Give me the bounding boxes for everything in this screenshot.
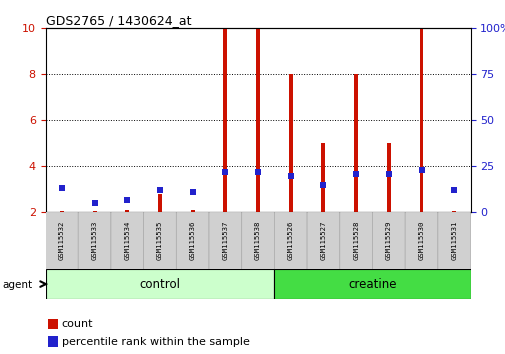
Text: GSM115537: GSM115537 [222, 221, 228, 261]
Text: GSM115531: GSM115531 [450, 221, 457, 261]
FancyBboxPatch shape [78, 212, 111, 270]
Text: count: count [62, 319, 93, 329]
Text: GSM115533: GSM115533 [91, 221, 97, 261]
FancyBboxPatch shape [241, 212, 274, 270]
Bar [92, 211, 96, 212]
Text: creatine: creatine [347, 278, 396, 291]
Text: GSM115532: GSM115532 [59, 221, 65, 261]
Bar [354, 74, 358, 212]
Bar [47, 319, 58, 329]
Text: GDS2765 / 1430624_at: GDS2765 / 1430624_at [45, 14, 191, 27]
Text: GSM115527: GSM115527 [320, 221, 326, 261]
Text: GSM115536: GSM115536 [189, 221, 195, 261]
Bar [288, 74, 292, 212]
FancyBboxPatch shape [274, 269, 470, 299]
FancyBboxPatch shape [143, 212, 176, 270]
FancyBboxPatch shape [111, 212, 143, 270]
Text: percentile rank within the sample: percentile rank within the sample [62, 337, 249, 347]
Bar [419, 28, 423, 212]
FancyBboxPatch shape [45, 212, 78, 270]
Text: GSM115528: GSM115528 [352, 221, 359, 261]
Bar [125, 210, 129, 212]
Bar [60, 211, 64, 212]
Bar [321, 143, 325, 212]
FancyBboxPatch shape [405, 212, 437, 270]
Text: GSM115535: GSM115535 [157, 221, 163, 261]
FancyBboxPatch shape [209, 212, 241, 270]
Text: GSM115529: GSM115529 [385, 221, 391, 261]
Bar [256, 28, 260, 212]
FancyBboxPatch shape [307, 212, 339, 270]
Text: GSM115538: GSM115538 [255, 221, 261, 261]
Text: GSM115534: GSM115534 [124, 221, 130, 261]
Text: agent: agent [3, 280, 33, 290]
Bar [223, 28, 227, 212]
Bar [47, 336, 58, 347]
FancyBboxPatch shape [45, 269, 274, 299]
Text: control: control [139, 278, 180, 291]
FancyBboxPatch shape [274, 212, 307, 270]
Bar [158, 194, 162, 212]
FancyBboxPatch shape [339, 212, 372, 270]
Bar [386, 143, 390, 212]
FancyBboxPatch shape [437, 212, 470, 270]
FancyBboxPatch shape [372, 212, 405, 270]
Text: GSM115526: GSM115526 [287, 221, 293, 261]
Bar [451, 211, 456, 212]
Text: GSM115530: GSM115530 [418, 221, 424, 261]
FancyBboxPatch shape [176, 212, 209, 270]
Bar [190, 210, 194, 212]
